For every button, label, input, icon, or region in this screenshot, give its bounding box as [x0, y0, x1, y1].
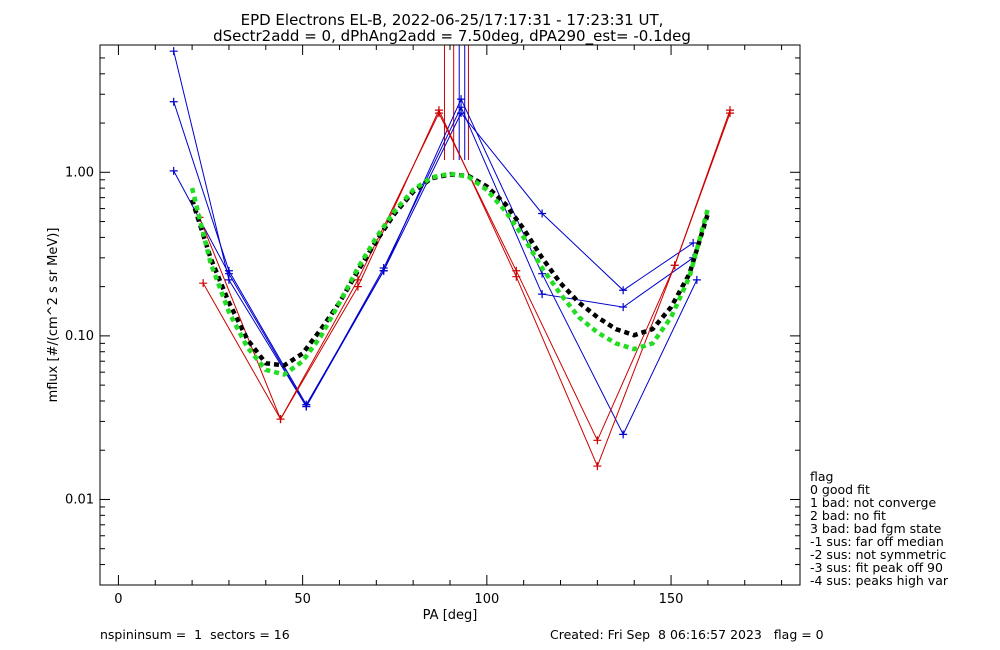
- data-point-4-7: [726, 109, 734, 118]
- footer-right: Created: Fri Sep 8 06:16:57 2023 flag = …: [550, 627, 824, 642]
- series-line-1: [173, 97, 698, 436]
- legend-entry-7: -4 sus: peaks high var: [810, 573, 949, 588]
- fit-curve-5: [189, 172, 711, 368]
- data-point-2-4: [457, 103, 466, 112]
- data-point-4-3: [434, 106, 443, 115]
- legend-entry-3: 3 bad: bad fgm state: [810, 521, 942, 536]
- x-tick-label-2: 100: [474, 592, 499, 607]
- data-point-2-3: [379, 263, 388, 272]
- data-point-3-5: [593, 436, 602, 445]
- chart-title-line1: EPD Electrons EL-B, 2022-06-25/17:17:31 …: [241, 11, 664, 29]
- series-line-0: [173, 51, 694, 408]
- footer-left: nspininsum = 1 sectors = 16: [100, 627, 290, 642]
- plot-frame: [99, 44, 801, 586]
- y-tick-label-2: 1.00: [65, 165, 94, 180]
- legend-entry-1: 1 bad: not converge: [810, 495, 936, 510]
- chart-title-line2: dSectr2add = 0, dPhAng2add = 7.50deg, dP…: [213, 27, 691, 46]
- legend-entry-2: 2 bad: no fit: [810, 508, 886, 523]
- legend-entry-0: 0 good fit: [810, 482, 870, 497]
- data-point-2-1: [224, 269, 233, 278]
- data-point-4-1: [276, 415, 285, 424]
- y-tick-label-0: 0.01: [65, 492, 94, 507]
- legend-entry-5: -2 sus: not symmetric: [810, 547, 946, 562]
- legend-title: flag: [810, 469, 833, 484]
- x-tick-label-3: 150: [659, 592, 684, 607]
- legend-entry-6: -3 sus: fit peak off 90: [810, 560, 943, 575]
- flag-legend: flag 0 good fit 1 bad: not converge 2 ba…: [810, 469, 949, 588]
- series-line-2: [173, 105, 694, 408]
- legend-entry-4: -1 sus: far off median: [810, 534, 944, 549]
- y-tick-label-1: 0.10: [65, 329, 94, 344]
- data-point-1-6: [619, 430, 628, 439]
- data-point-2-5: [538, 290, 547, 299]
- data-point-4-0: [199, 279, 208, 288]
- data-point-0-0: [169, 47, 178, 56]
- fit-curve-6: [189, 171, 711, 377]
- data-point-4-2: [353, 282, 362, 291]
- axes: 0 50 100 150 0.01 0.10 1.00: [65, 44, 800, 607]
- data-point-2-6: [619, 303, 628, 312]
- y-axis-label: mflux [#/(cm^2 s sr MeV)]: [46, 228, 61, 403]
- data-point-4-4: [512, 272, 521, 281]
- x-axis-label: PA [deg]: [423, 608, 478, 623]
- data-point-4-5: [593, 462, 602, 471]
- data-point-2-0: [169, 166, 178, 175]
- data-point-1-4: [457, 95, 466, 104]
- data-point-0-5: [538, 209, 547, 218]
- data-point-1-0: [169, 97, 178, 106]
- data-point-1-7: [692, 275, 701, 284]
- x-tick-label-1: 50: [294, 592, 311, 607]
- plot-area: [169, 45, 734, 471]
- data-point-2-2: [302, 402, 311, 411]
- series-line-4: [202, 108, 731, 468]
- series-line-3: [199, 109, 731, 442]
- data-point-0-6: [619, 286, 628, 295]
- data-point-4-6: [670, 261, 679, 270]
- x-tick-label-0: 0: [114, 592, 122, 607]
- data-point-0-7: [689, 238, 698, 247]
